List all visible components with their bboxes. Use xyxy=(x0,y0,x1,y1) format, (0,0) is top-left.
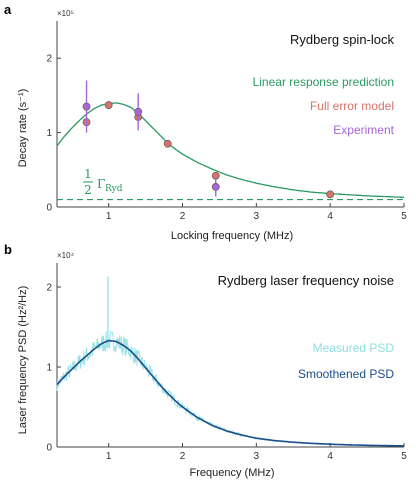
y-tick-label: 2 xyxy=(46,283,52,294)
x-tick-label: 5 xyxy=(401,451,407,462)
y-tick-label: 1 xyxy=(46,128,52,139)
y-tick-label: 0 xyxy=(46,203,52,214)
full-error-model-point xyxy=(163,139,172,148)
legend-entry: Linear response prediction xyxy=(253,75,394,89)
panel-a-y-axis-label: Decay rate (s⁻¹) xyxy=(17,89,29,168)
x-tick-label: 4 xyxy=(327,211,333,222)
x-tick-label: 3 xyxy=(254,451,260,462)
full-error-model-point xyxy=(326,190,335,199)
legend-entry: Experiment xyxy=(333,123,394,137)
panel-b-y-multiplier: ×10⁴ xyxy=(57,251,75,260)
linear-response-line xyxy=(56,102,404,198)
panel-b-y-axis-label-text: Laser frequency PSD (Hz²/Hz) xyxy=(17,286,29,435)
x-tick-label: 3 xyxy=(254,211,260,222)
panel-b-plot-area: 1 2 3 4 5 0 1 2 xyxy=(46,263,407,462)
gamma-symbol: Γ xyxy=(97,177,105,191)
smoothened-psd-line xyxy=(56,339,404,447)
x-tick-label: 2 xyxy=(180,451,186,462)
panel-b-letter: b xyxy=(4,242,12,257)
panel-a-x-axis-label: Locking frequency (MHz) xyxy=(171,230,293,242)
gamma-numerator: 1 xyxy=(84,167,92,181)
experiment-point xyxy=(211,183,220,191)
panel-a-plot-area: 1 2 3 4 5 0 1 2 xyxy=(46,21,407,222)
x-tick-label: 1 xyxy=(106,451,112,462)
panel-b-chart: b ×10⁴ Rydberg laser frequency noise Las… xyxy=(4,242,407,479)
panel-a-y-multiplier: ×10⁵ xyxy=(57,9,74,18)
experiment-point xyxy=(134,107,143,116)
x-tick-label: 4 xyxy=(327,451,333,462)
panel-b-y-axis-label: Laser frequency PSD (Hz²/Hz) xyxy=(17,286,29,435)
panel-a-gamma-label: 1 2 Γ Ryd xyxy=(83,167,123,197)
panel-a-title: Rydberg spin-lock xyxy=(290,32,395,47)
gamma-subscript: Ryd xyxy=(105,184,123,194)
y-tick-label: 1 xyxy=(46,363,52,374)
panel-b-x-axis-label: Frequency (MHz) xyxy=(190,467,275,479)
legend-entry: Full error model xyxy=(310,99,394,113)
x-tick-label: 1 xyxy=(106,211,112,222)
gamma-denominator: 2 xyxy=(84,183,92,197)
legend-entry: Smoothened PSD xyxy=(298,367,394,381)
x-tick-label: 5 xyxy=(401,211,407,222)
panel-b-title: Rydberg laser frequency noise xyxy=(218,273,394,288)
panel-a-y-axis-label-text: Decay rate (s⁻¹) xyxy=(17,89,29,168)
full-error-model-point xyxy=(104,101,113,109)
experiment-point xyxy=(82,102,91,111)
panel-a-legend: Linear response prediction Full error mod… xyxy=(253,75,395,137)
x-tick-label: 2 xyxy=(180,211,186,222)
panel-b-legend: Measured PSD Smoothened PSD xyxy=(298,341,394,381)
y-tick-label: 2 xyxy=(46,54,52,65)
panel-a-chart: a ×10⁵ Rydberg spin-lock Decay rate (s⁻¹… xyxy=(4,2,407,242)
y-tick-label: 0 xyxy=(46,443,52,454)
panel-a-letter: a xyxy=(4,2,12,17)
legend-entry: Measured PSD xyxy=(313,341,395,355)
